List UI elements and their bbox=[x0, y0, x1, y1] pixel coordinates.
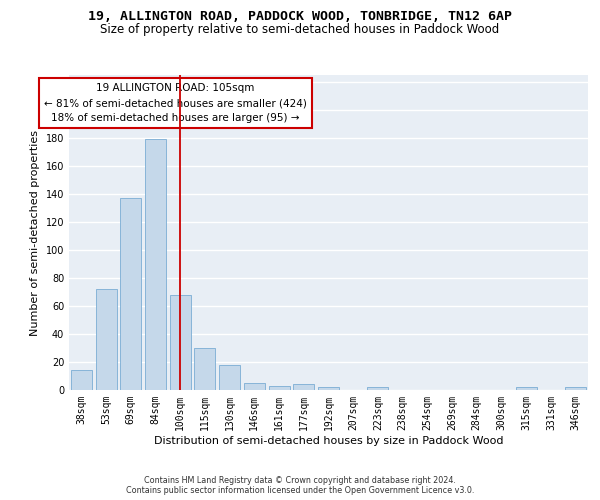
Bar bbox=[145, 140, 166, 390]
Bar bbox=[293, 384, 314, 390]
Text: Contains public sector information licensed under the Open Government Licence v3: Contains public sector information licen… bbox=[126, 486, 474, 495]
Text: 19, ALLINGTON ROAD, PADDOCK WOOD, TONBRIDGE, TN12 6AP: 19, ALLINGTON ROAD, PADDOCK WOOD, TONBRI… bbox=[88, 10, 512, 23]
Bar bbox=[516, 387, 537, 390]
Bar bbox=[194, 348, 215, 390]
Text: Contains HM Land Registry data © Crown copyright and database right 2024.: Contains HM Land Registry data © Crown c… bbox=[144, 476, 456, 485]
Bar bbox=[318, 387, 339, 390]
Text: 19 ALLINGTON ROAD: 105sqm
← 81% of semi-detached houses are smaller (424)
18% of: 19 ALLINGTON ROAD: 105sqm ← 81% of semi-… bbox=[44, 84, 307, 123]
Bar bbox=[367, 387, 388, 390]
Bar bbox=[71, 370, 92, 390]
Bar bbox=[244, 383, 265, 390]
Bar bbox=[219, 365, 240, 390]
Bar bbox=[170, 295, 191, 390]
Bar bbox=[120, 198, 141, 390]
Bar bbox=[95, 289, 116, 390]
Y-axis label: Number of semi-detached properties: Number of semi-detached properties bbox=[30, 130, 40, 336]
Bar bbox=[565, 387, 586, 390]
Text: Size of property relative to semi-detached houses in Paddock Wood: Size of property relative to semi-detach… bbox=[100, 22, 500, 36]
Bar bbox=[269, 386, 290, 390]
X-axis label: Distribution of semi-detached houses by size in Paddock Wood: Distribution of semi-detached houses by … bbox=[154, 436, 503, 446]
